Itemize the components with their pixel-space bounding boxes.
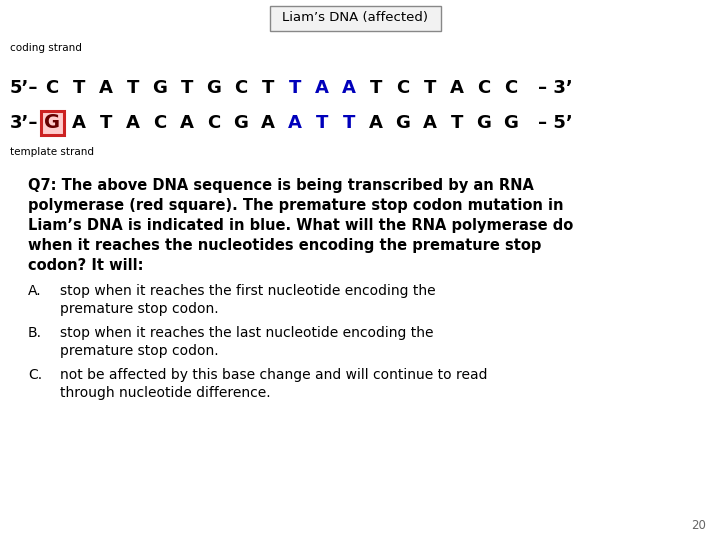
Text: G: G — [233, 114, 248, 132]
Text: A: A — [180, 114, 194, 132]
Text: – 3’: – 3’ — [538, 79, 572, 97]
Text: A: A — [369, 114, 383, 132]
Text: through nucleotide difference.: through nucleotide difference. — [60, 386, 271, 400]
Text: stop when it reaches the last nucleotide encoding the: stop when it reaches the last nucleotide… — [60, 326, 433, 340]
Text: T: T — [424, 79, 436, 97]
Text: A: A — [450, 79, 464, 97]
Text: C: C — [45, 79, 58, 97]
Text: coding strand: coding strand — [10, 43, 82, 53]
Text: 3’–: 3’– — [10, 114, 38, 132]
Text: G: G — [503, 114, 518, 132]
Text: Q7: The above DNA sequence is being transcribed by an RNA: Q7: The above DNA sequence is being tran… — [28, 178, 534, 193]
Text: not be affected by this base change and will continue to read: not be affected by this base change and … — [60, 368, 487, 382]
Text: C.: C. — [28, 368, 42, 382]
Text: T: T — [370, 79, 382, 97]
Text: T: T — [181, 79, 193, 97]
Text: T: T — [127, 79, 139, 97]
Text: T: T — [289, 79, 301, 97]
Text: A: A — [423, 114, 437, 132]
Text: C: C — [397, 79, 410, 97]
Text: T: T — [73, 79, 85, 97]
Text: T: T — [262, 79, 274, 97]
Text: A: A — [99, 79, 113, 97]
Text: polymerase (red square). The premature stop codon mutation in: polymerase (red square). The premature s… — [28, 198, 564, 213]
Text: premature stop codon.: premature stop codon. — [60, 302, 219, 316]
Text: A: A — [261, 114, 275, 132]
Text: A: A — [315, 79, 329, 97]
Text: B.: B. — [28, 326, 42, 340]
Text: stop when it reaches the first nucleotide encoding the: stop when it reaches the first nucleotid… — [60, 284, 436, 298]
Text: A: A — [72, 114, 86, 132]
Text: when it reaches the nucleotides encoding the premature stop: when it reaches the nucleotides encoding… — [28, 238, 541, 253]
Text: premature stop codon.: premature stop codon. — [60, 344, 219, 358]
Text: T: T — [343, 114, 355, 132]
Text: C: C — [477, 79, 490, 97]
FancyBboxPatch shape — [269, 5, 441, 30]
Text: 5’–: 5’– — [10, 79, 38, 97]
Text: C: C — [207, 114, 220, 132]
Text: G: G — [207, 79, 222, 97]
Text: A: A — [288, 114, 302, 132]
Text: G: G — [153, 79, 168, 97]
Text: C: C — [235, 79, 248, 97]
Text: Liam’s DNA is indicated in blue. What will the RNA polymerase do: Liam’s DNA is indicated in blue. What wi… — [28, 218, 573, 233]
Text: G: G — [44, 113, 60, 132]
Text: T: T — [316, 114, 328, 132]
Text: C: C — [153, 114, 166, 132]
Text: C: C — [505, 79, 518, 97]
Text: A: A — [126, 114, 140, 132]
Text: T: T — [100, 114, 112, 132]
Text: template strand: template strand — [10, 147, 94, 157]
Text: codon? It will:: codon? It will: — [28, 258, 143, 273]
Text: A: A — [342, 79, 356, 97]
FancyBboxPatch shape — [40, 111, 63, 135]
Text: T: T — [451, 114, 463, 132]
Text: G: G — [395, 114, 410, 132]
Text: 20: 20 — [691, 519, 706, 532]
Text: Liam’s DNA (affected): Liam’s DNA (affected) — [282, 11, 428, 24]
Text: G: G — [477, 114, 492, 132]
Text: A.: A. — [28, 284, 42, 298]
Text: – 5’: – 5’ — [538, 114, 572, 132]
